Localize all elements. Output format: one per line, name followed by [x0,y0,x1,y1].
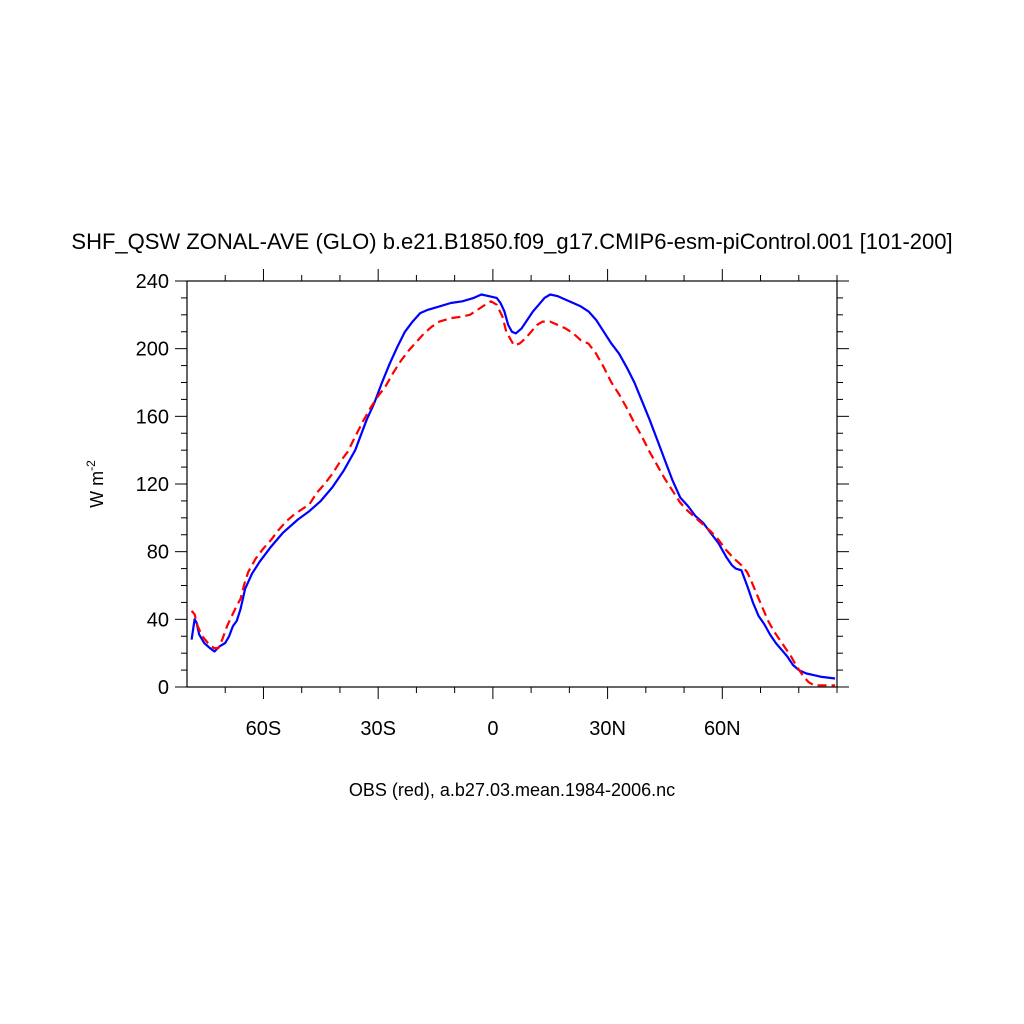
chart-title: SHF_QSW ZONAL-AVE (GLO) b.e21.B1850.f09_… [71,229,952,254]
y-axis-label-superscript: -2 [84,460,98,471]
tick-layer: 0 40 80 120 160 200 240 60S 30S 0 30N 60N [136,269,849,740]
x-tick-label: 30S [360,718,396,740]
y-tick-label: 0 [158,677,169,699]
y-tick-label: 80 [147,542,169,564]
y-axis-label: W m-2 [84,460,107,508]
x-axis-caption: OBS (red), a.b27.03.mean.1984-2006.nc [349,780,675,800]
y-tick-label: 160 [136,406,169,428]
y-tick-label: 40 [147,609,169,631]
plot-area: 0 40 80 120 160 200 240 60S 30S 0 30N 60N [136,269,849,740]
y-axis-label-base: W m [87,471,107,508]
x-tick-label: 60N [704,718,741,740]
series-line-2 [190,300,836,687]
x-tick-label: 0 [487,718,498,740]
y-tick-label: 200 [136,339,169,361]
y-tick-label: 120 [136,474,169,496]
y-tick-label: 240 [136,271,169,293]
series-layer [190,293,836,687]
series-line-1 [190,293,836,680]
x-tick-label: 30N [589,718,626,740]
x-tick-label: 60S [246,718,282,740]
